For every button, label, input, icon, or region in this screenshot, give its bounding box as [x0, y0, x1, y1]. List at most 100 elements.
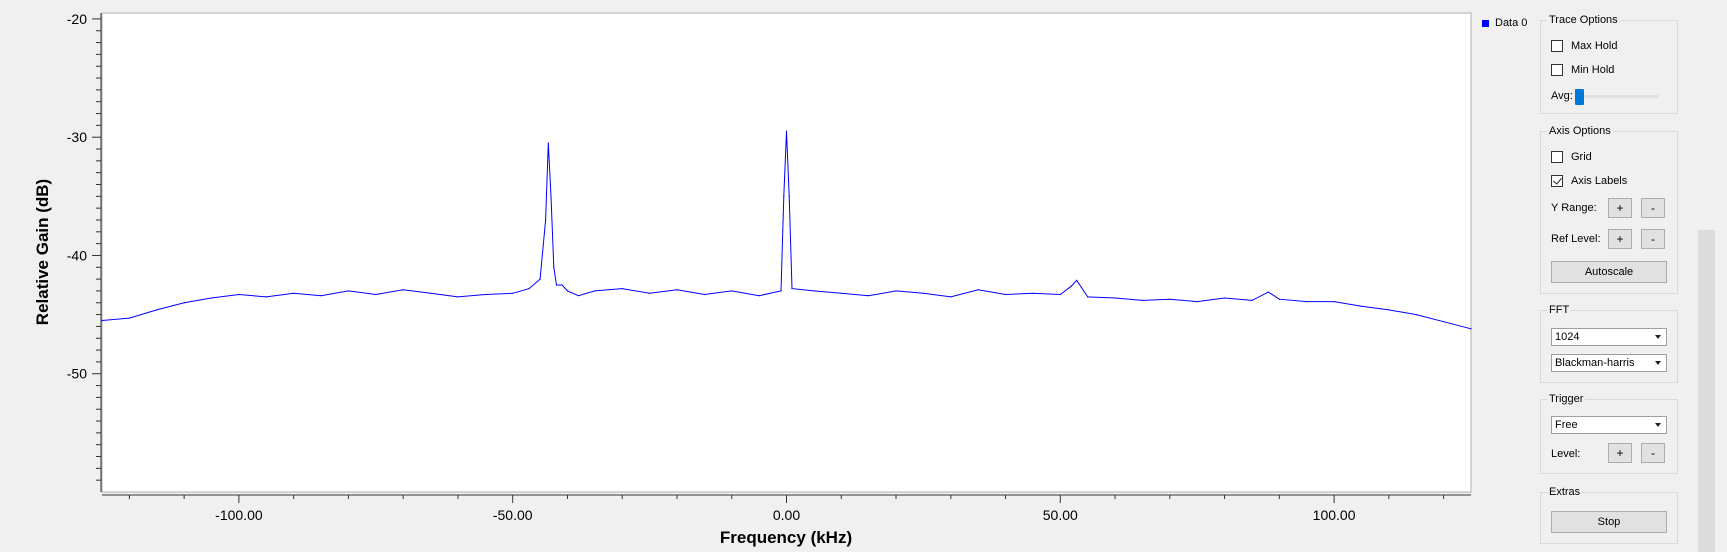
legend-label: Data 0 — [1495, 17, 1528, 29]
y-tick-label: -20 — [67, 11, 87, 27]
x-tick-label: 0.00 — [773, 507, 800, 523]
legend: Data 0 — [1482, 17, 1527, 29]
data-point — [977, 289, 979, 291]
data-point — [791, 287, 793, 290]
trigger-level-row: Level: — [1551, 448, 1580, 460]
data-point — [293, 292, 295, 294]
max-hold-label: Max Hold — [1571, 40, 1618, 52]
data-point — [577, 295, 580, 297]
legend-swatch — [1482, 19, 1489, 27]
plot-area — [101, 12, 1472, 493]
data-point — [594, 290, 596, 292]
x-axis-label: Frequency (kHz) — [720, 528, 852, 547]
trigger-mode-select[interactable]: Free — [1551, 416, 1667, 434]
data-point — [1443, 321, 1445, 323]
data-point — [1169, 298, 1171, 300]
spectrum-trace — [101, 131, 1472, 330]
data-point — [429, 292, 432, 294]
avg-slider-handle[interactable] — [1575, 89, 1584, 105]
chevron-down-icon — [1655, 423, 1661, 427]
data-point — [758, 295, 760, 297]
min-hold-box[interactable] — [1551, 64, 1563, 76]
data-point — [156, 309, 158, 311]
x-tick-label: 50.00 — [1043, 507, 1078, 523]
y-tick-label: -50 — [67, 366, 87, 382]
data-point — [1141, 299, 1144, 301]
data-point — [1251, 299, 1253, 301]
data-point — [512, 292, 514, 294]
avg-label-row: Avg: — [1551, 90, 1573, 102]
scrollbar[interactable] — [1698, 230, 1715, 552]
data-point — [1004, 293, 1007, 296]
data-point — [528, 287, 530, 290]
data-point — [457, 296, 459, 298]
data-point — [1223, 297, 1226, 299]
x-axis-ticks: -100.00 -50.00 0.00 50.00 100.00 — [128, 495, 1445, 523]
y-range-label: Y Range: — [1551, 202, 1597, 214]
fft-group: FFT 1024 Blackman-harris — [1540, 304, 1678, 383]
min-hold-checkbox[interactable]: Min Hold — [1551, 64, 1614, 76]
fft-window-select[interactable]: Blackman-harris — [1551, 354, 1667, 372]
data-point — [1059, 293, 1061, 296]
x-tick-label: 100.00 — [1313, 507, 1356, 523]
grid-box[interactable] — [1551, 151, 1563, 163]
avg-slider-track[interactable] — [1576, 95, 1659, 98]
trigger-level-minus-button[interactable]: - — [1641, 443, 1665, 463]
axis-labels-box[interactable] — [1551, 175, 1563, 187]
data-point — [783, 195, 785, 197]
data-point — [484, 293, 486, 296]
data-point — [621, 287, 623, 290]
data-point — [402, 289, 404, 291]
data-point — [1032, 292, 1034, 294]
data-point — [210, 297, 213, 299]
data-point — [566, 290, 569, 292]
trigger-level-label: Level: — [1551, 448, 1581, 460]
trace-options-title: Trace Options — [1547, 14, 1620, 26]
axis-labels-checkbox[interactable]: Axis Labels — [1551, 175, 1627, 187]
data-point — [922, 292, 925, 294]
y-tick-label: -40 — [67, 247, 87, 263]
data-point — [561, 284, 563, 286]
ref-level-minus-button[interactable]: - — [1641, 229, 1665, 249]
stop-button[interactable]: Stop — [1551, 511, 1667, 533]
data-point — [1306, 300, 1308, 303]
spectrum-points — [101, 130, 1472, 330]
grid-checkbox[interactable]: Grid — [1551, 151, 1592, 163]
data-point — [320, 295, 322, 297]
data-point — [788, 195, 790, 197]
data-point — [780, 290, 782, 292]
trace-options-group: Trace Options Max Hold Min Hold Avg: — [1540, 14, 1678, 114]
fft-size-select[interactable]: 1024 — [1551, 328, 1667, 346]
data-point — [813, 290, 815, 292]
max-hold-box[interactable] — [1551, 40, 1563, 52]
fft-window-value: Blackman-harris — [1555, 357, 1635, 369]
data-point — [128, 317, 130, 319]
y-axis-ticks: -20 -30 -40 -50 — [67, 11, 101, 481]
extras-group: Extras Stop — [1540, 486, 1678, 544]
max-hold-checkbox[interactable]: Max Hold — [1551, 40, 1617, 52]
fft-size-value: 1024 — [1555, 331, 1580, 343]
y-tick-label: -30 — [67, 129, 87, 145]
data-point — [550, 195, 552, 197]
data-point — [539, 278, 541, 280]
fft-title: FFT — [1547, 304, 1572, 316]
data-point — [553, 266, 555, 268]
data-point — [1087, 296, 1089, 298]
data-point — [1070, 285, 1072, 287]
y-range-plus-button[interactable]: + — [1608, 198, 1632, 218]
trigger-level-plus-button[interactable]: + — [1608, 443, 1632, 463]
data-point — [1114, 297, 1116, 299]
data-point — [731, 290, 733, 292]
data-point — [840, 292, 842, 294]
data-point — [895, 290, 897, 292]
axis-options-group: Axis Options Grid Axis Labels Y Range: +… — [1540, 125, 1678, 294]
data-point — [1076, 279, 1078, 281]
ref-level-label: Ref Level: — [1551, 233, 1601, 245]
data-point — [347, 290, 350, 292]
data-point — [703, 293, 705, 296]
avg-label: Avg: — [1551, 90, 1573, 102]
ref-level-plus-button[interactable]: + — [1608, 229, 1632, 249]
data-point — [555, 284, 558, 286]
autoscale-button[interactable]: Autoscale — [1551, 261, 1667, 283]
y-range-minus-button[interactable]: - — [1641, 198, 1665, 218]
